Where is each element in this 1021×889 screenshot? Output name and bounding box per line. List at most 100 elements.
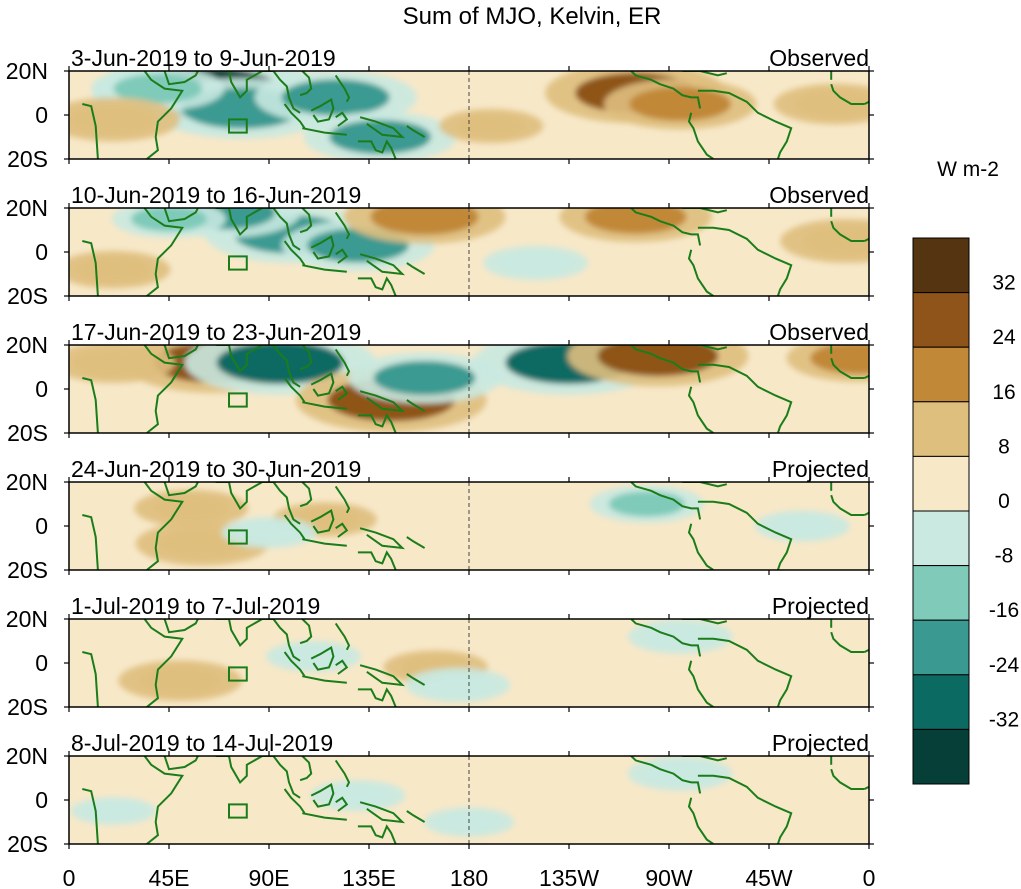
panel-period-label: 10-Jun-2019 to 16-Jun-2019 bbox=[71, 182, 361, 208]
colorbar-tick-label: 16 bbox=[992, 381, 1015, 404]
anomaly-cell bbox=[237, 522, 301, 543]
x-tick-label: 135W bbox=[539, 865, 599, 889]
colorbar-tick-label: 0 bbox=[998, 490, 1010, 513]
panel-4: 20N 0 20S 24-Jun-2019 to 30-Jun-2019 Project… bbox=[6, 456, 874, 583]
anomaly-cell bbox=[326, 785, 390, 806]
anomaly-cell bbox=[373, 361, 476, 395]
anomaly-cell bbox=[456, 114, 527, 138]
coastlines bbox=[82, 345, 869, 433]
y-tick-label: 0 bbox=[35, 787, 48, 813]
x-tick-label: 45W bbox=[745, 865, 793, 889]
coastlines bbox=[82, 756, 869, 844]
anomaly-cell bbox=[551, 636, 609, 655]
index-box bbox=[228, 529, 248, 545]
panel-status-label: Projected bbox=[772, 456, 869, 482]
x-tick-label: 180 bbox=[450, 865, 488, 889]
panel-1: 20N 0 20S 3-Jun-2019 to 9-Jun-2019 Observed bbox=[6, 45, 874, 172]
anomaly-cell bbox=[645, 762, 715, 785]
colorbar-units: W m-2 bbox=[937, 158, 999, 181]
y-tick-label: 0 bbox=[35, 513, 48, 539]
colorbar-tick-label: -24 bbox=[989, 654, 1020, 677]
anomaly-cell bbox=[485, 773, 542, 792]
y-tick-label: 20N bbox=[6, 332, 48, 358]
colorbar-swatch bbox=[912, 619, 970, 676]
panel-period-label: 3-Jun-2019 to 9-Jun-2019 bbox=[71, 45, 336, 71]
anomaly-cell bbox=[802, 226, 869, 256]
y-tick-label: 20N bbox=[6, 606, 48, 632]
chart-title: Sum of MJO, Kelvin, ER bbox=[403, 3, 662, 30]
anomaly-cell bbox=[608, 491, 685, 517]
anomaly-cell bbox=[69, 104, 158, 135]
anomaly-cell bbox=[810, 345, 869, 374]
anomaly-cell bbox=[72, 349, 155, 377]
anomaly-cell bbox=[173, 779, 231, 799]
colorbar-swatch bbox=[912, 292, 970, 348]
y-tick-label: 20N bbox=[6, 743, 48, 769]
colorbar-swatch bbox=[912, 510, 970, 567]
anomaly-cell bbox=[75, 257, 152, 283]
anomaly-cell bbox=[423, 673, 493, 697]
anomaly-cell bbox=[597, 345, 719, 377]
anomaly-cell bbox=[329, 120, 431, 154]
y-tick-label: 20S bbox=[7, 146, 48, 172]
panel-status-label: Projected bbox=[772, 593, 869, 619]
x-axis: 0 45E 90E 135E 180 135W 90W 45W 0 bbox=[63, 865, 876, 889]
colorbar-swatch bbox=[912, 346, 970, 403]
colorbar-tick-label: -16 bbox=[989, 599, 1019, 622]
panel-period-label: 1-Jul-2019 to 7-Jul-2019 bbox=[71, 593, 320, 619]
panel-3: 20N 0 20S 17-Jun-2019 to 23-Jun-2019 Observe… bbox=[6, 319, 874, 446]
index-box bbox=[228, 392, 248, 408]
anomaly-cell bbox=[645, 625, 715, 648]
coastlines bbox=[82, 619, 869, 707]
panel-status-label: Observed bbox=[769, 182, 869, 208]
y-tick-label: 20S bbox=[7, 283, 48, 309]
anomaly-cell bbox=[481, 498, 546, 519]
anomaly-field bbox=[70, 756, 733, 837]
anomaly-cell bbox=[216, 345, 344, 384]
panel-2: 20N 0 20S 10-Jun-2019 to 16-Jun-2019 Observe… bbox=[6, 182, 874, 309]
y-tick-label: 20S bbox=[7, 557, 48, 583]
y-tick-label: 20N bbox=[6, 58, 48, 84]
y-tick-label: 20S bbox=[7, 694, 48, 720]
x-tick-label: 0 bbox=[63, 865, 76, 889]
y-tick-label: 0 bbox=[35, 376, 48, 402]
y-tick-label: 20N bbox=[6, 469, 48, 495]
anomaly-cell bbox=[794, 90, 869, 118]
panel-status-label: Projected bbox=[772, 730, 869, 756]
y-tick-label: 0 bbox=[35, 650, 48, 676]
colorbar-tick-label: 8 bbox=[998, 435, 1010, 458]
panel-status-label: Observed bbox=[769, 45, 869, 71]
anomaly-field bbox=[134, 485, 850, 566]
x-tick-label: 45E bbox=[149, 865, 190, 889]
panels: 20N 0 20S 3-Jun-2019 to 9-Jun-2019 Observed 2… bbox=[6, 45, 874, 857]
colorbar-tick-label: -8 bbox=[995, 545, 1014, 568]
anomaly-cell bbox=[629, 87, 731, 121]
colorbar-swatch bbox=[912, 455, 970, 512]
colorbar-swatch bbox=[912, 674, 970, 730]
colorbar-tick-label: 32 bbox=[992, 272, 1015, 295]
panel-5: 20N 0 20S 1-Jul-2019 to 7-Jul-2019 Projected bbox=[6, 593, 874, 720]
index-box bbox=[228, 666, 248, 682]
panel-period-label: 17-Jun-2019 to 23-Jun-2019 bbox=[71, 319, 361, 345]
panel-status-label: Observed bbox=[769, 319, 869, 345]
colorbar-swatch bbox=[912, 728, 970, 785]
panel-6: 20N 0 20S 8-Jul-2019 to 14-Jul-2019 Projecte… bbox=[6, 730, 874, 857]
index-box bbox=[228, 803, 248, 819]
colorbar-tick-label: 24 bbox=[992, 326, 1016, 349]
anomaly-cell bbox=[500, 251, 571, 275]
index-box bbox=[228, 118, 248, 134]
colorbar-swatch bbox=[912, 401, 970, 457]
anomaly-cell bbox=[85, 801, 142, 821]
index-box bbox=[228, 255, 248, 271]
x-tick-label: 0 bbox=[863, 865, 876, 889]
colorbar-swatch bbox=[912, 237, 970, 294]
panel-period-label: 24-Jun-2019 to 30-Jun-2019 bbox=[71, 456, 361, 482]
x-tick-label: 90W bbox=[645, 865, 693, 889]
colorbar-tick-label: -32 bbox=[989, 708, 1019, 731]
anomaly-cell bbox=[281, 79, 390, 116]
coastlines bbox=[82, 482, 869, 570]
y-tick-label: 20S bbox=[7, 831, 48, 857]
anomaly-cell bbox=[138, 667, 222, 695]
y-tick-label: 20N bbox=[6, 195, 48, 221]
